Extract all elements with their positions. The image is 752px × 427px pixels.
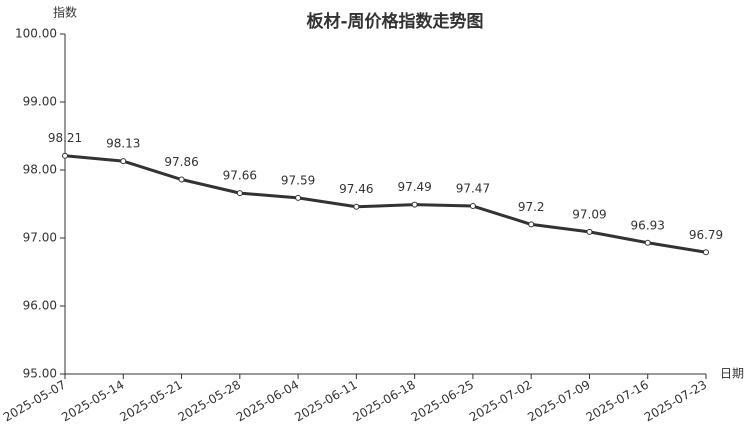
y-axis-label: 指数: [53, 5, 77, 20]
y-tick-label: 99.00: [23, 95, 57, 109]
data-point: [353, 203, 360, 210]
data-label: 97.2: [518, 200, 545, 214]
x-tick-label: 2025-06-25: [409, 378, 476, 425]
data-label: 97.09: [572, 207, 606, 221]
data-label: 98.13: [106, 137, 140, 151]
x-tick-label: 2025-06-18: [350, 378, 417, 425]
data-point: [528, 221, 535, 228]
data-label: 96.93: [631, 218, 665, 232]
x-tick-label: 2025-06-11: [292, 378, 359, 425]
data-label: 96.79: [689, 228, 723, 242]
data-point: [703, 249, 709, 256]
x-tick-label: 2025-07-02: [467, 378, 534, 425]
data-label: 98.21: [48, 131, 82, 145]
y-tick-label: 100.00: [15, 27, 57, 41]
y-tick-label: 98.00: [23, 163, 57, 177]
x-tick-label: 2025-06-04: [234, 378, 301, 425]
data-point: [178, 176, 185, 183]
x-tick-label: 2025-05-21: [117, 378, 184, 425]
x-tick-label: 2025-07-09: [525, 378, 592, 425]
data-label: 97.47: [456, 182, 490, 196]
data-point: [120, 158, 127, 165]
data-point: [411, 201, 418, 208]
chart-title: 板材-周价格指数走势图: [306, 11, 483, 32]
x-axis-label: 日期: [720, 367, 744, 381]
series-line: [64, 154, 707, 254]
y-tick-label: 97.00: [23, 231, 57, 245]
data-point: [62, 152, 68, 159]
data-label: 97.66: [223, 169, 257, 183]
data-point: [644, 239, 651, 246]
x-tick-label: 2025-05-28: [176, 378, 243, 425]
data-label: 97.59: [281, 173, 315, 187]
data-label: 97.86: [164, 155, 198, 169]
data-point: [469, 203, 476, 210]
x-tick-label: 2025-07-23: [642, 378, 709, 425]
y-tick-label: 95.00: [23, 367, 57, 381]
y-tick-label: 96.00: [23, 299, 57, 313]
x-tick-label: 2025-07-16: [584, 378, 651, 425]
data-point: [236, 190, 243, 197]
data-point: [586, 228, 593, 235]
data-label: 97.46: [339, 182, 373, 196]
data-point: [295, 194, 302, 201]
x-tick-label: 2025-05-14: [59, 378, 126, 425]
data-label: 97.49: [397, 180, 431, 194]
x-tick-label: 2025-05-07: [1, 378, 68, 425]
